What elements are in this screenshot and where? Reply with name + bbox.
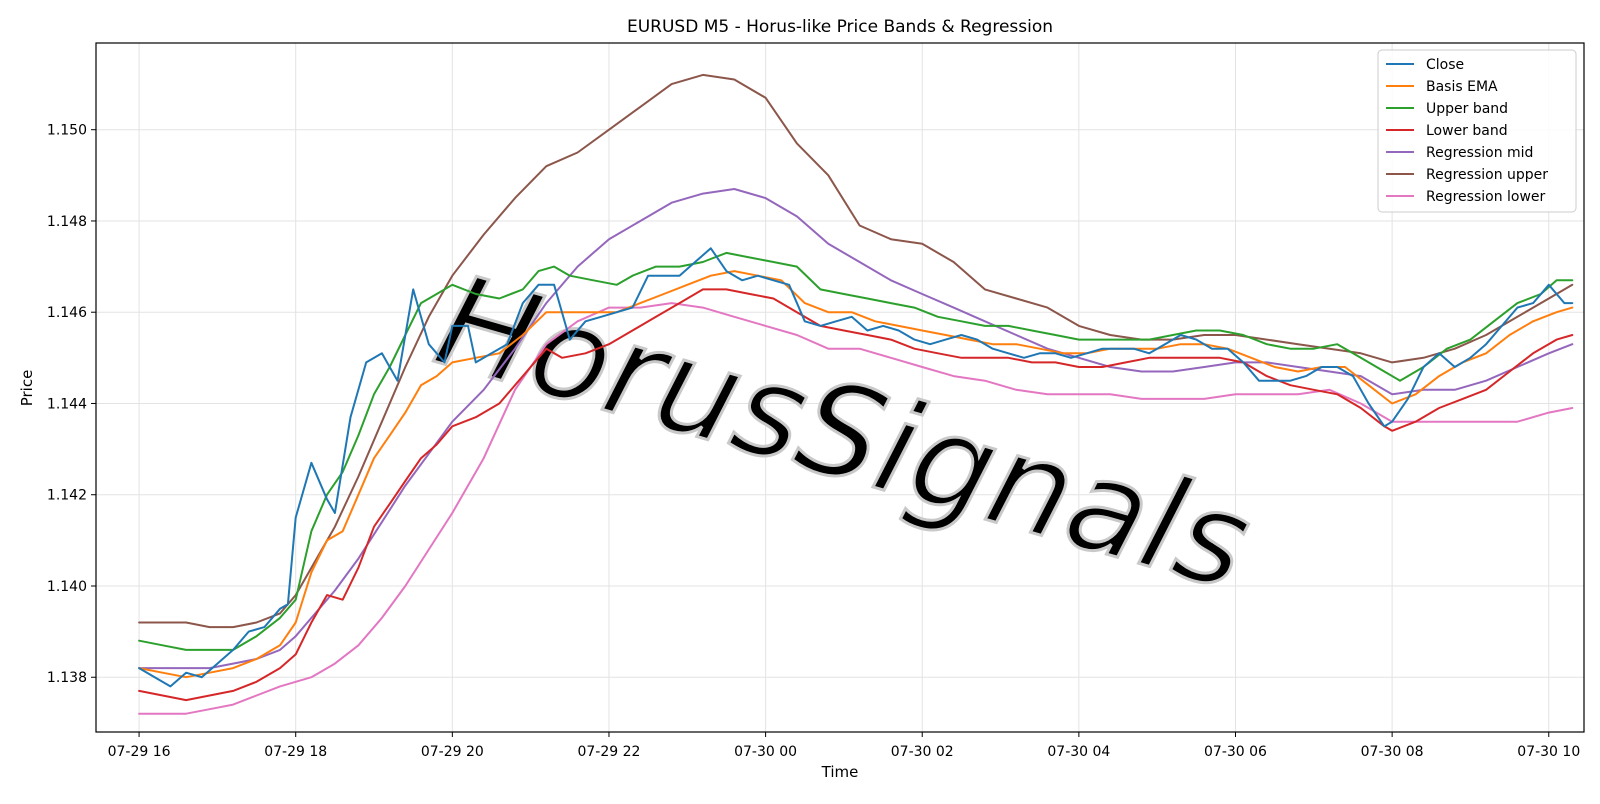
legend-label: Lower band <box>1426 123 1508 139</box>
legend-label: Regression lower <box>1426 189 1546 205</box>
chart-title: EURUSD M5 - Horus-like Price Bands & Reg… <box>627 17 1053 37</box>
x-axis-label: Time <box>821 763 859 781</box>
x-tick-label: 07-29 16 <box>108 744 171 760</box>
x-tick-label: 07-30 00 <box>734 744 797 760</box>
series-line-upper-band <box>138 251 1574 651</box>
legend-box <box>1377 49 1577 213</box>
y-tick-label: 1.146 <box>47 305 87 321</box>
y-tick-label: 1.150 <box>47 123 87 139</box>
x-tick-label: 07-30 02 <box>891 744 954 760</box>
x-tick-label: 07-29 20 <box>421 744 484 760</box>
legend-label: Upper band <box>1426 101 1508 117</box>
y-tick-label: 1.142 <box>47 488 87 504</box>
x-tick-label: 07-29 18 <box>264 744 327 760</box>
x-tick-label: 07-29 22 <box>577 744 640 760</box>
series-layer <box>138 73 1574 715</box>
x-tick-label: 07-30 08 <box>1361 744 1424 760</box>
legend-label: Close <box>1426 57 1464 73</box>
series-line-close <box>138 247 1574 688</box>
y-tick-label: 1.138 <box>47 670 87 686</box>
plot-frame <box>95 42 1585 733</box>
legend-label: Regression mid <box>1426 145 1533 161</box>
x-tick-label: 07-30 04 <box>1047 744 1110 760</box>
y-tick-label: 1.144 <box>47 396 87 412</box>
legend: Close Basis EMA Upper band Lower band Regres… <box>1377 49 1577 213</box>
x-tick-label: 07-30 10 <box>1517 744 1580 760</box>
legend-label: Basis EMA <box>1426 79 1498 95</box>
y-tick-label: 1.140 <box>47 579 87 595</box>
y-tick-label: 1.148 <box>47 214 87 230</box>
axis-layer: 07-29 16 07-29 18 07-29 20 07-29 22 07-30 00… <box>47 123 1580 760</box>
legend-label: Regression upper <box>1426 167 1548 183</box>
x-tick-label: 07-30 06 <box>1204 744 1267 760</box>
y-axis-label: Price <box>18 370 36 407</box>
